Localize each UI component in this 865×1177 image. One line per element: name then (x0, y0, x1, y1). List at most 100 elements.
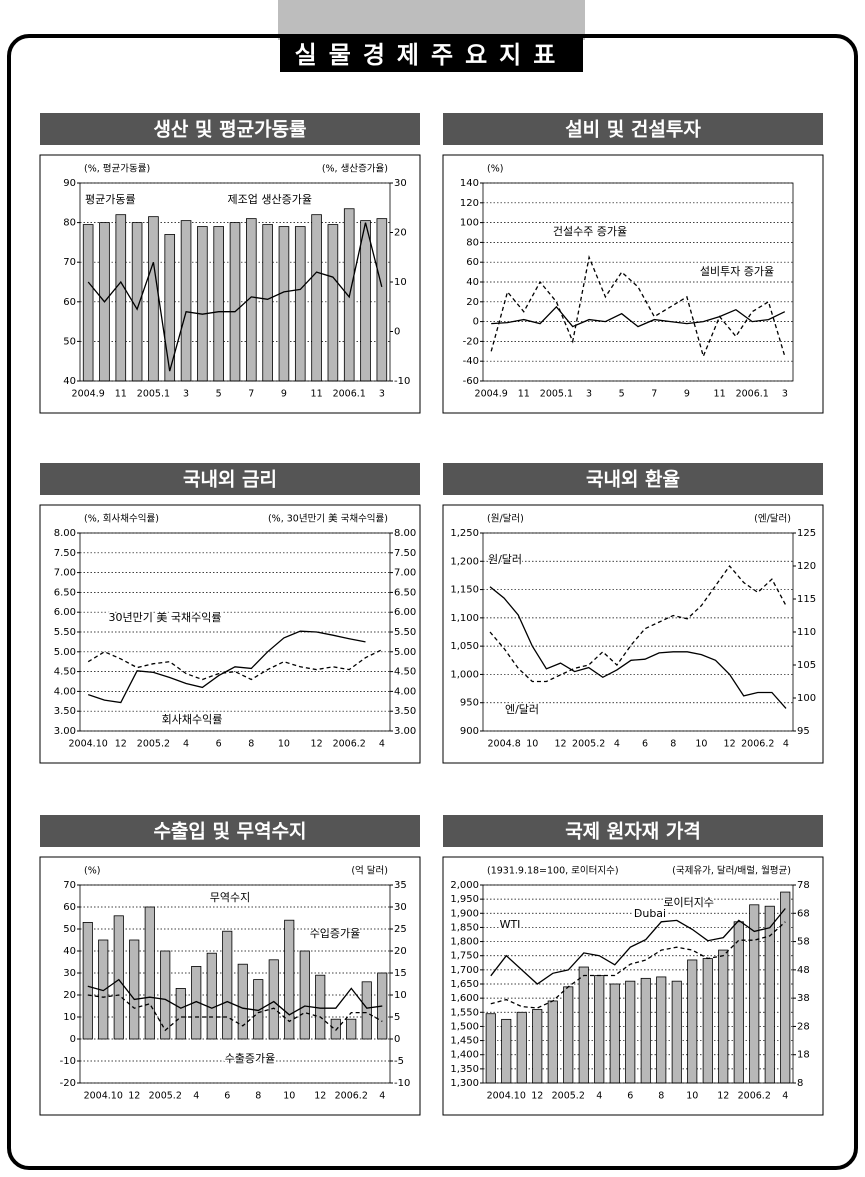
y2-tick-label: 95 (797, 726, 810, 737)
axis-unit: (원/달러) (487, 513, 524, 525)
y-tick-label: 1,500 (450, 1021, 479, 1032)
y-tick-label: 140 (460, 178, 479, 189)
x-tick-label: 6 (216, 739, 222, 750)
y2-tick-label: 5 (394, 1012, 400, 1023)
panel-title: 국제 원자재 가격 (565, 821, 701, 843)
panel-header (40, 463, 420, 495)
plot-frame (482, 532, 794, 732)
x-tick-label: 12 (717, 1091, 729, 1102)
line-series (491, 305, 786, 328)
x-tick-label: 8 (248, 739, 254, 750)
y-tick-label: 5.00 (54, 647, 76, 658)
y2-tick-label: 6.00 (394, 607, 416, 618)
y2-tick-label: 10 (394, 990, 407, 1001)
y2-tick-label: 35 (394, 880, 407, 891)
bar (563, 986, 574, 1084)
x-tick-label: 2004.8 (488, 739, 521, 750)
series-label: 30년만기 美 국채수익률 (109, 611, 222, 624)
y-tick-label: 1,750 (450, 951, 479, 962)
y2-tick-label: 4.00 (394, 686, 416, 697)
y-tick-label: 1,050 (450, 641, 479, 652)
panel-title: 설비 및 건설투자 (565, 119, 701, 141)
y-tick-label: 7.50 (54, 548, 76, 559)
bar (671, 980, 682, 1084)
y-tick-label: 1,000 (450, 669, 479, 680)
bar (284, 919, 295, 1040)
x-tick-label: 4 (193, 1091, 199, 1102)
y-tick-label: 1,100 (450, 613, 479, 624)
y-tick-label: 1,200 (450, 556, 479, 567)
x-tick-label: 2005.2 (572, 739, 605, 750)
x-tick-label: 11 (714, 389, 726, 400)
x-tick-label: 3 (782, 389, 788, 400)
y-tick-label: 50 (63, 924, 76, 935)
y-tick-label: 1,450 (450, 1036, 479, 1047)
x-tick-label: 3 (586, 389, 592, 400)
x-tick-label: 12 (314, 1091, 326, 1102)
bar (594, 975, 605, 1084)
series-label: 회사채수익률 (162, 713, 223, 726)
bar (180, 220, 192, 382)
plot-frame (79, 182, 391, 382)
y-tick-label: -20 (463, 336, 479, 347)
y2-tick-label: 0 (394, 1034, 400, 1045)
bar (229, 222, 241, 382)
axis-unit: (%) (487, 164, 503, 175)
bar (191, 966, 202, 1040)
panel-title: 국내외 환율 (586, 469, 680, 491)
y2-tick-label: 105 (797, 660, 816, 671)
chart-box (39, 504, 421, 764)
x-tick-label: 3 (379, 389, 385, 400)
y-tick-label: 10 (63, 1012, 76, 1023)
x-tick-label: 8 (658, 1091, 664, 1102)
y-tick-label: 70 (63, 257, 76, 268)
y-tick-label: 6.00 (54, 607, 76, 618)
y-tick-label: 0 (70, 1034, 76, 1045)
bar (501, 1018, 512, 1084)
y2-tick-label: 8.00 (394, 528, 416, 539)
line-series (87, 630, 366, 704)
bar (82, 224, 94, 382)
plot-frame (79, 532, 391, 732)
bar (361, 981, 372, 1040)
y2-tick-label: 68 (797, 908, 810, 919)
x-tick-label: 3 (183, 389, 189, 400)
y-tick-label: 1,300 (450, 1078, 479, 1089)
line-series (490, 908, 786, 985)
x-tick-label: 11 (311, 389, 323, 400)
y-tick-label: 20 (63, 990, 76, 1001)
bar (294, 226, 306, 382)
bar (516, 1011, 527, 1084)
x-tick-label: 12 (724, 739, 736, 750)
title-box (280, 38, 583, 72)
y-tick-label: 8.00 (54, 528, 76, 539)
bar (268, 959, 279, 1040)
bar (113, 915, 124, 1040)
bar (532, 1009, 543, 1084)
y2-tick-label: 0 (394, 327, 400, 338)
x-tick-label: 2006.2 (741, 739, 774, 750)
x-tick-label: 8 (255, 1091, 261, 1102)
axis-unit: (1931.9.18=100, 로이터지수) (487, 866, 619, 877)
y2-tick-label: 20 (394, 946, 407, 957)
panel-header (443, 815, 823, 847)
y2-tick-label: 110 (797, 627, 816, 638)
plot-frame (79, 884, 391, 1084)
y2-tick-label: -5 (394, 1056, 404, 1067)
y-tick-label: 90 (63, 178, 76, 189)
x-tick-label: 2004.9 (475, 389, 508, 400)
y2-tick-label: -10 (394, 376, 410, 387)
x-tick-label: 4 (183, 739, 189, 750)
line-series (489, 586, 787, 709)
bar (278, 226, 290, 382)
bar (360, 220, 371, 382)
line-series (490, 921, 786, 1009)
x-tick-label: 12 (115, 739, 127, 750)
x-tick-label: 4 (379, 739, 385, 750)
y-tick-label: 6.50 (54, 587, 76, 598)
y2-tick-label: 100 (797, 693, 816, 704)
x-tick-label: 12 (311, 739, 323, 750)
bar (346, 1018, 357, 1040)
bar (764, 905, 775, 1084)
y2-tick-label: 3.50 (394, 706, 416, 717)
